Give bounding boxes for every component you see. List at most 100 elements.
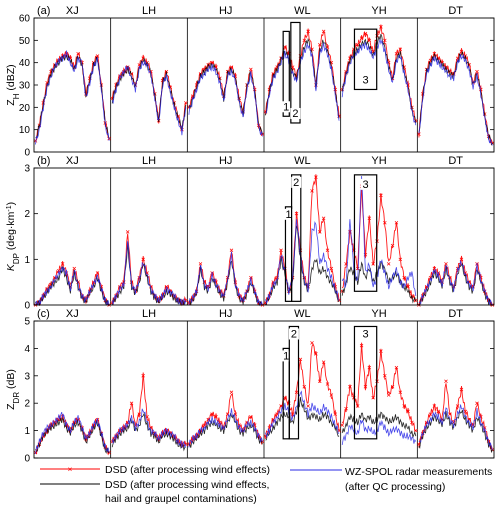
y-tick-label: 30	[19, 81, 31, 92]
panel-label: (b)	[37, 155, 50, 167]
series-point	[249, 67, 253, 72]
series-point	[129, 401, 134, 405]
annotation-label-bg	[360, 74, 371, 86]
series-line	[418, 262, 493, 306]
annotation-box	[290, 21, 301, 124]
series-point	[379, 25, 383, 29]
series-line	[418, 404, 493, 450]
series-point	[190, 437, 195, 441]
legend-text-1: DSD (after processing wind effects)	[105, 464, 270, 476]
y-tick-label: 50	[19, 36, 31, 47]
site-label: YH	[371, 5, 386, 17]
series-point	[398, 390, 403, 394]
series-line	[188, 251, 263, 307]
series-point	[410, 420, 414, 425]
series-point	[318, 230, 322, 234]
panel-b: 1 2 3 0 1 2 3 (b) XJ LH HJ WL YH DT KDP (deg·km-1)	[5, 155, 495, 312]
series-point	[176, 114, 180, 119]
annotation-label: 3	[363, 328, 369, 340]
y-axis-label-main: Z	[5, 403, 17, 410]
y-axis-label: ZH (dBZ)	[5, 64, 21, 105]
annotation-label: 2	[293, 177, 299, 189]
annotation-label-bg	[281, 101, 292, 113]
series-point	[355, 43, 360, 47]
series-line	[111, 54, 187, 131]
y-axis-label-unit: (dB)	[5, 369, 17, 392]
series-line	[265, 397, 340, 441]
series-point	[363, 385, 368, 389]
site-label: WL	[294, 308, 311, 320]
series-point	[283, 395, 287, 400]
annotation-label-bg	[283, 208, 294, 220]
series-point	[33, 139, 38, 143]
series-line	[341, 419, 417, 445]
series-point	[125, 230, 130, 234]
series-line	[35, 266, 110, 306]
series-point	[314, 175, 318, 179]
series-point	[417, 132, 421, 136]
series-point	[428, 412, 433, 416]
series-line	[265, 28, 340, 117]
series-point	[386, 262, 391, 266]
site-label: YH	[371, 308, 386, 320]
series-point	[367, 365, 372, 370]
legend-text-3a: WZ-SPOL radar measurements	[345, 466, 492, 478]
series-point	[306, 404, 310, 408]
series-point	[348, 385, 352, 389]
annotation-label-bg	[288, 328, 299, 340]
series-point	[432, 404, 437, 408]
y-tick-label: 3	[24, 164, 30, 175]
series-point	[325, 382, 330, 386]
site-label: HJ	[219, 308, 232, 320]
annotation-box	[288, 325, 300, 440]
series-point	[475, 69, 479, 74]
series-line	[188, 63, 263, 137]
annotation-box	[282, 30, 290, 117]
series-point	[321, 216, 326, 220]
series-line	[111, 60, 187, 136]
annotation-label: 1	[283, 350, 289, 362]
series-point	[249, 415, 253, 419]
series-point	[344, 406, 348, 411]
series-point	[306, 29, 310, 34]
y-axis-label-sub: H	[12, 93, 21, 99]
series-point	[398, 257, 403, 262]
series-point	[390, 243, 395, 248]
series-point	[318, 379, 322, 384]
series-point	[444, 262, 448, 266]
site-label: DT	[448, 308, 463, 320]
series-line	[418, 409, 493, 454]
annotation-label: 2	[291, 328, 297, 340]
site-label: LH	[142, 155, 156, 167]
y-axis-label-sup: -1	[6, 205, 13, 211]
y-axis-label-unit: (dBZ)	[5, 64, 17, 93]
series-line	[265, 390, 340, 438]
y-tick-label: 3	[24, 371, 30, 382]
annotation-label: 3	[363, 179, 369, 191]
series-point	[355, 266, 360, 271]
series-point	[379, 349, 383, 353]
series-point	[318, 43, 322, 47]
series-line	[418, 260, 493, 306]
series-point	[321, 29, 326, 34]
legend-entry-radar: WZ-SPOL radar measurements (after QC pro…	[290, 466, 492, 493]
series-point	[355, 404, 360, 408]
series-point	[310, 341, 314, 345]
series-point	[363, 31, 368, 36]
series-point	[283, 45, 287, 49]
y-tick-label: 20	[19, 103, 31, 114]
series-point	[475, 401, 479, 405]
series-point	[329, 266, 334, 271]
y-axis-label-main: K	[5, 263, 17, 271]
series-line	[111, 408, 187, 448]
series-point	[436, 409, 440, 414]
series-point	[329, 393, 334, 397]
site-label: WL	[294, 155, 311, 167]
annotation-label: 1	[285, 209, 291, 221]
series-point	[60, 262, 65, 266]
series-line	[188, 408, 263, 448]
legend-text-3b: (after QC processing)	[345, 481, 445, 493]
